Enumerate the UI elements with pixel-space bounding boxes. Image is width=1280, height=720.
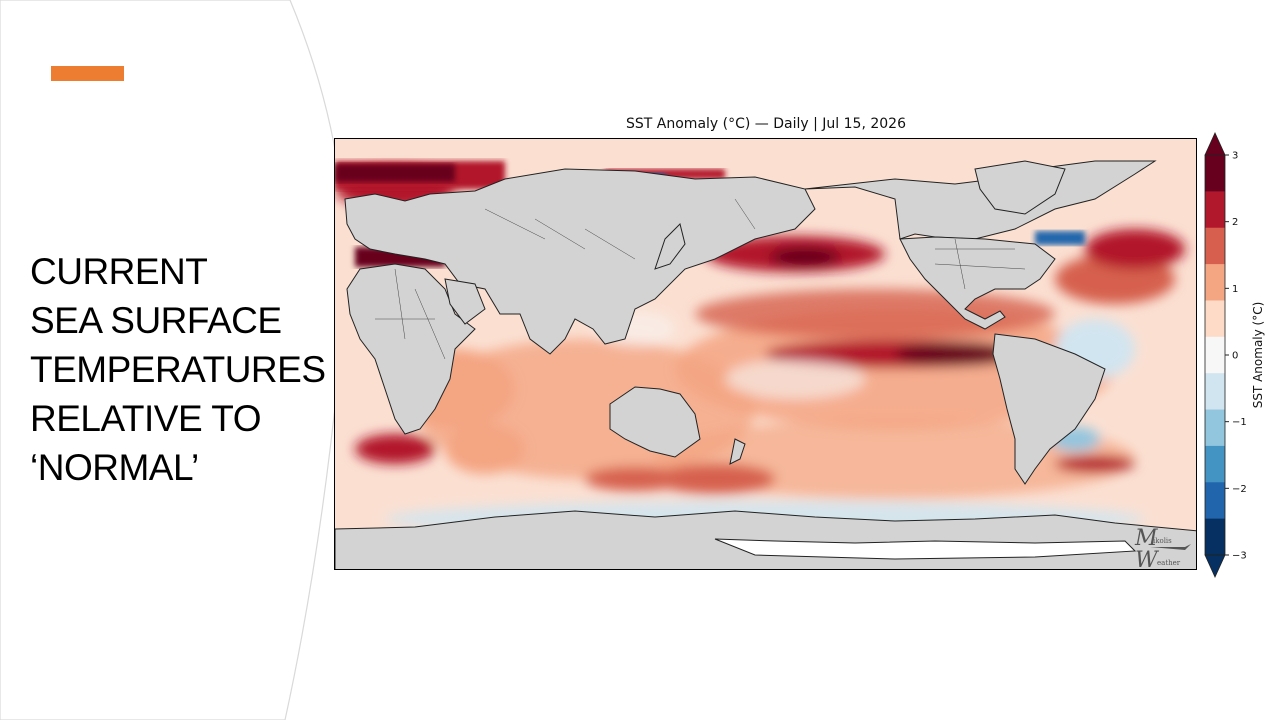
arabia-land [444,278,486,325]
arctic-hot-band [335,164,455,182]
title-line-5: ‘NORMAL’ [30,447,199,488]
eurasia-land [344,168,816,355]
colorbar-segment [1205,227,1225,265]
title-line-2: SEA SURFACE [30,300,282,341]
accent-bar [51,66,124,81]
ice-shelf [714,538,1137,560]
colorbar-label: SST Anomaly (°C) [1251,302,1265,409]
colorbar-segment [1205,518,1225,556]
colorbar-tick-label: −2 [1232,484,1247,495]
map-title: SST Anomaly (°C) — Daily | Jul 15, 2026 [626,116,906,132]
colorbar-tick-label: 1 [1232,284,1238,295]
watermark-text-top: ikolis [1153,537,1172,545]
colorbar-tick-label: −1 [1232,417,1247,428]
colorbar-segments [1204,132,1226,578]
title-line-1: CURRENT [30,251,208,292]
left-panel: CURRENT SEA SURFACE TEMPERATURES RELATIV… [0,0,340,720]
australia-land [609,386,701,458]
borders [375,198,1026,360]
watermark-arrow-icon [1150,544,1191,550]
colorbar-tick-label: 2 [1232,217,1238,228]
watermark-text-bottom: eather [1157,559,1181,567]
africa-land [346,263,476,435]
colorbar-segment [1205,336,1225,374]
colorbar-segment [1205,191,1225,229]
new-zealand-land [729,438,746,465]
colorbar-segment [1205,482,1225,520]
colorbar-segment [1205,300,1225,338]
slide-title: CURRENT SEA SURFACE TEMPERATURES RELATIV… [30,247,326,492]
colorbar-tick-label: −3 [1232,551,1247,562]
watermark-letter-top: M [1134,526,1158,551]
north-america-land [899,236,1056,330]
colorbar-segment [1205,409,1225,447]
japan-land [654,223,686,270]
colorbar-segment [1205,373,1225,411]
colorbar-extend-min [1204,554,1226,578]
map-canvas: M ikolis W eather [335,139,1196,570]
colorbar-extend-max [1204,132,1226,156]
watermark: M ikolis W eather [1134,526,1191,570]
south-america-land [992,333,1106,485]
colorbar: 3 2 1 0 −1 −2 −3 [1204,132,1247,578]
colorbar-segment [1205,155,1225,192]
title-line-4: RELATIVE TO [30,398,261,439]
gulf-stream-cold [1035,231,1085,245]
colorbar-segment [1205,445,1225,483]
colorbar-tick-label: 0 [1232,351,1238,362]
land [335,160,1196,569]
watermark-letter-bottom: W [1135,548,1160,570]
title-line-3: TEMPERATURES [30,349,326,390]
colorbar-tick-label: 3 [1232,151,1238,162]
colorbar-label-wrap: SST Anomaly (°C) [1251,302,1265,409]
colorbar-ticks: 3 2 1 0 −1 −2 −3 [1225,151,1247,562]
greenland-land [974,160,1066,215]
sst-anomaly-map: M ikolis W eather [334,138,1197,570]
colorbar-segment [1205,264,1225,301]
